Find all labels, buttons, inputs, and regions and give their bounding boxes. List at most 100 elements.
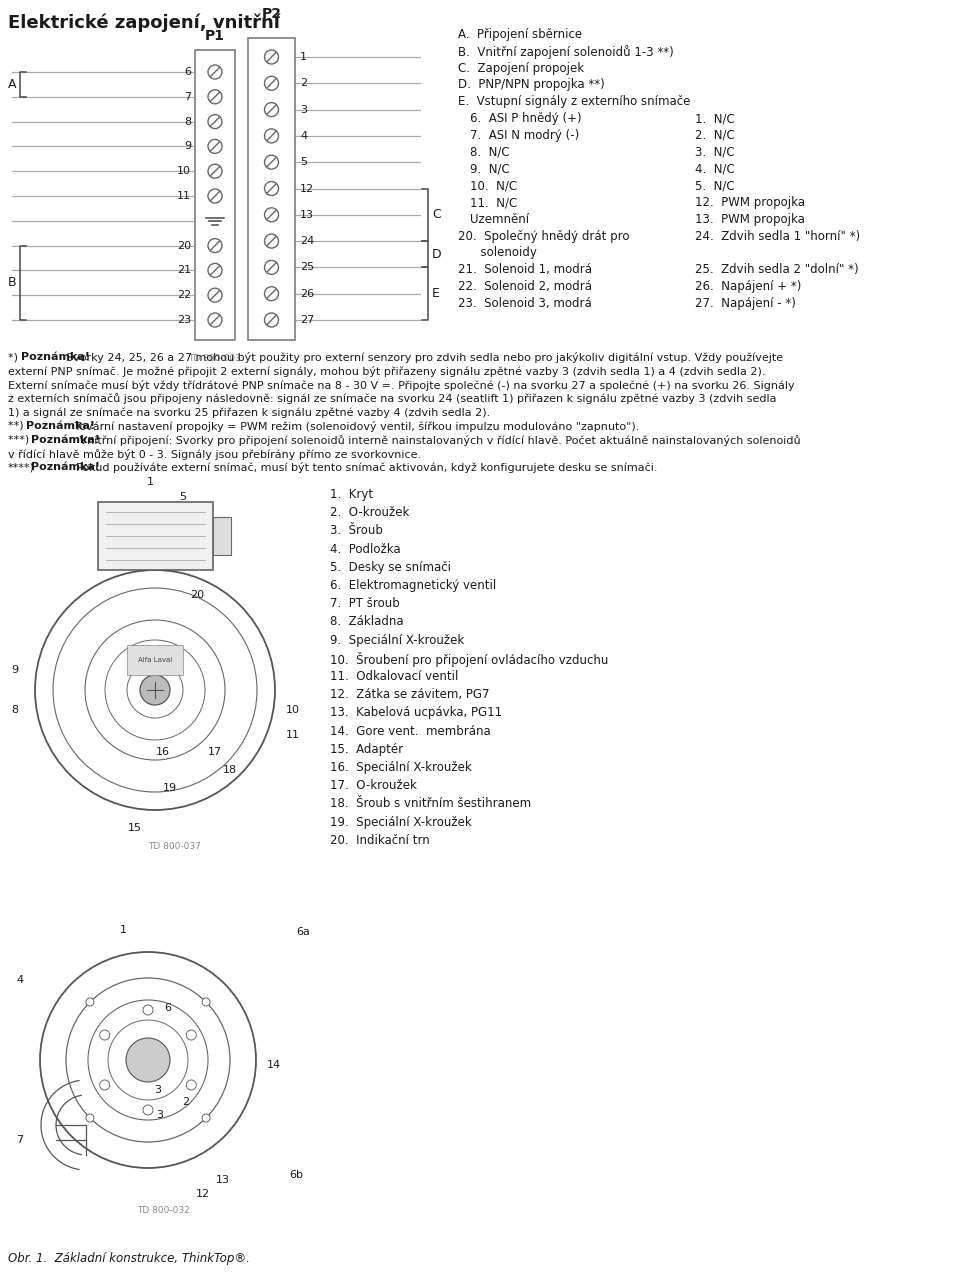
Text: 3: 3 [300,104,307,114]
Text: D.  PNP/NPN propojka **): D. PNP/NPN propojka **) [458,79,605,92]
Text: 1: 1 [147,477,154,487]
Text: 13.  PWM propojka: 13. PWM propojka [695,212,804,226]
Text: 9: 9 [184,141,191,151]
Text: 20.  Indikační trn: 20. Indikační trn [330,834,430,847]
Text: 15.  Adaptér: 15. Adaptér [330,743,403,756]
Text: 24.  Zdvih sedla 1 "horní" *): 24. Zdvih sedla 1 "horní" *) [695,230,860,243]
Circle shape [265,313,278,327]
Text: *): *) [8,352,21,363]
Text: Uzemnění: Uzemnění [470,212,529,226]
Text: B.  Vnitřní zapojení solenoidů 1-3 **): B. Vnitřní zapojení solenoidů 1-3 **) [458,45,674,59]
Circle shape [265,50,278,64]
Circle shape [208,239,222,253]
Text: 11: 11 [286,730,300,740]
Text: 11: 11 [177,191,191,201]
Text: Tovární nastavení propojky = PWM režim (solenoidový ventil, šířkou impulzu modul: Tovární nastavení propojky = PWM režim (… [71,421,639,432]
Text: z externích snímačů jsou připojeny následovně: signál ze snímače na svorku 24 (s: z externích snímačů jsou připojeny násle… [8,393,777,404]
Text: 26.  Napájení + *): 26. Napájení + *) [695,280,802,293]
Circle shape [208,140,222,154]
Text: TD 800-003: TD 800-003 [188,354,241,363]
Text: 8: 8 [184,117,191,127]
Text: P1: P1 [205,29,225,43]
Text: 12: 12 [300,183,314,193]
Text: 19: 19 [163,784,177,792]
Text: 12: 12 [196,1189,210,1199]
Text: P2: P2 [261,8,281,22]
Text: A: A [8,78,16,90]
Text: 10.  Šroubení pro připojení ovládacího vzduchu: 10. Šroubení pro připojení ovládacího vz… [330,651,609,667]
Text: 17: 17 [208,747,222,757]
Text: 4: 4 [16,976,24,985]
Circle shape [100,1080,109,1090]
Text: 12.  PWM propojka: 12. PWM propojka [695,196,805,209]
Text: 23.  Solenoid 3, modrá: 23. Solenoid 3, modrá [458,296,591,310]
Text: 5.  N/C: 5. N/C [695,179,734,192]
Text: TD 800-037: TD 800-037 [149,842,202,851]
Text: 27: 27 [300,315,314,326]
Text: 17.  O-kroužek: 17. O-kroužek [330,780,417,792]
Text: D: D [432,248,442,261]
Text: 10: 10 [286,705,300,715]
Text: 4: 4 [300,131,307,141]
Text: 6a: 6a [296,927,310,937]
Circle shape [208,263,222,277]
Circle shape [265,76,278,90]
Text: 3.  Šroub: 3. Šroub [330,524,383,537]
Text: 7.  PT šroub: 7. PT šroub [330,597,399,611]
Circle shape [186,1030,196,1040]
Text: Vnitřní připojení: Svorky pro připojení solenoidů interně nainstalovaných v řídí: Vnitřní připojení: Svorky pro připojení … [76,435,800,445]
Circle shape [143,1005,153,1015]
Text: 21: 21 [177,266,191,276]
Text: 1.  Kryt: 1. Kryt [330,488,373,501]
Text: 14.  Gore vent.  membrána: 14. Gore vent. membrána [330,725,491,738]
Text: 20: 20 [190,590,204,600]
Text: 12.  Zátka se závitem, PG7: 12. Zátka se závitem, PG7 [330,688,490,701]
Text: C.  Zapojení propojek: C. Zapojení propojek [458,61,584,75]
Text: B: B [8,276,16,289]
Text: 20.  Společný hnědý drát pro: 20. Společný hnědý drát pro [458,230,630,243]
Circle shape [186,1080,196,1090]
Text: Alfa Laval: Alfa Laval [138,658,172,663]
Text: 10: 10 [177,167,191,177]
Text: ****): ****) [8,463,35,472]
Circle shape [100,1030,109,1040]
Text: 21.  Solenoid 1, modrá: 21. Solenoid 1, modrá [458,263,592,276]
Text: 5.  Desky se snímači: 5. Desky se snímači [330,561,451,574]
Text: 13.  Kabelová ucpávka, PG11: 13. Kabelová ucpávka, PG11 [330,706,502,720]
Text: 8.  Základna: 8. Základna [330,616,403,628]
Bar [127,645,183,675]
Text: 2: 2 [300,79,307,88]
Circle shape [86,999,94,1006]
Text: 3: 3 [156,1110,163,1121]
Circle shape [202,999,210,1006]
Text: 14: 14 [267,1060,281,1070]
Text: 3: 3 [155,1085,161,1095]
Text: 15: 15 [128,823,142,833]
Text: 3.  N/C: 3. N/C [695,145,734,159]
Text: 1: 1 [300,52,307,62]
Text: solenoidy: solenoidy [458,247,537,259]
Circle shape [143,1105,153,1116]
Text: Svorky 24, 25, 26 a 27 mohou být použity pro externí senzory pro zdvih sedla neb: Svorky 24, 25, 26 a 27 mohou být použity… [66,352,783,363]
Text: 6b: 6b [289,1170,303,1180]
Text: 4.  N/C: 4. N/C [695,163,734,176]
Circle shape [208,190,222,204]
Text: 4.  Podložka: 4. Podložka [330,543,400,556]
Text: 25.  Zdvih sedla 2 "dolní" *): 25. Zdvih sedla 2 "dolní" *) [695,263,858,276]
Text: 9: 9 [12,665,18,675]
Text: Obr. 1.  Základní konstrukce, ThinkTop®.: Obr. 1. Základní konstrukce, ThinkTop®. [8,1252,250,1264]
Text: 19.  Speciální X-kroužek: 19. Speciální X-kroužek [330,815,471,828]
Text: Poznámka!: Poznámka! [26,421,95,431]
Text: 27.  Napájení - *): 27. Napájení - *) [695,296,796,310]
Text: 10.  N/C: 10. N/C [470,179,517,192]
Text: 13: 13 [300,210,314,220]
Text: 11.  N/C: 11. N/C [470,196,517,209]
Text: C: C [432,209,441,221]
Text: 11.  Odkalovací ventil: 11. Odkalovací ventil [330,670,458,683]
Text: Poznámka!: Poznámka! [31,435,100,445]
Text: v řídící hlavě může být 0 - 3. Signály jsou přebírány přímo ze svorkovnice.: v řídící hlavě může být 0 - 3. Signály j… [8,449,421,459]
Circle shape [265,128,278,142]
Circle shape [265,155,278,169]
Text: Pokud používáte externí snímač, musí být tento snímač aktivován, když konfiguruj: Pokud používáte externí snímač, musí být… [76,463,657,473]
Bar [195,50,235,340]
